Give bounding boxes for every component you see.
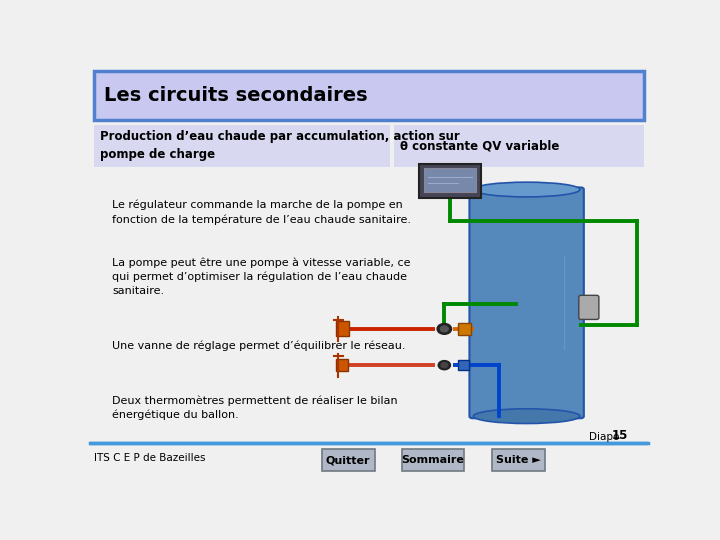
- Text: Quitter: Quitter: [326, 455, 370, 465]
- Text: Le régulateur commande la marche de la pompe en
fonction de la température de l’: Le régulateur commande la marche de la p…: [112, 200, 411, 225]
- FancyBboxPatch shape: [492, 449, 545, 471]
- Text: Suite ►: Suite ►: [496, 455, 541, 465]
- FancyBboxPatch shape: [336, 359, 348, 372]
- FancyBboxPatch shape: [322, 449, 374, 471]
- FancyBboxPatch shape: [402, 449, 464, 471]
- Text: Les circuits secondaires: Les circuits secondaires: [104, 86, 368, 105]
- Text: 15: 15: [612, 429, 628, 442]
- FancyBboxPatch shape: [459, 360, 469, 370]
- Text: La pompe peut être une pompe à vitesse variable, ce
qui permet d’optimiser la ré: La pompe peut être une pompe à vitesse v…: [112, 257, 411, 296]
- Text: Diapo: Diapo: [590, 432, 623, 442]
- FancyBboxPatch shape: [94, 71, 644, 120]
- FancyBboxPatch shape: [419, 164, 481, 198]
- FancyBboxPatch shape: [394, 125, 644, 167]
- FancyBboxPatch shape: [459, 323, 471, 335]
- Text: Production d’eau chaude par accumulation, action sur
pompe de charge: Production d’eau chaude par accumulation…: [100, 130, 460, 161]
- FancyBboxPatch shape: [423, 168, 476, 192]
- Text: ITS C E P de Bazeilles: ITS C E P de Bazeilles: [94, 453, 206, 463]
- Text: Sommaire: Sommaire: [402, 455, 464, 465]
- Text: θ constante QV variable: θ constante QV variable: [400, 139, 559, 152]
- Ellipse shape: [473, 182, 580, 197]
- FancyBboxPatch shape: [579, 295, 599, 320]
- Text: Deux thermomètres permettent de réaliser le bilan
énergétique du ballon.: Deux thermomètres permettent de réaliser…: [112, 395, 398, 421]
- Circle shape: [437, 323, 451, 334]
- FancyBboxPatch shape: [469, 187, 584, 418]
- FancyBboxPatch shape: [336, 321, 349, 336]
- Ellipse shape: [473, 409, 580, 423]
- Circle shape: [438, 361, 451, 370]
- Text: Une vanne de réglage permet d’équilibrer le réseau.: Une vanne de réglage permet d’équilibrer…: [112, 340, 406, 350]
- Circle shape: [441, 326, 449, 332]
- Circle shape: [441, 363, 448, 368]
- FancyBboxPatch shape: [94, 125, 390, 167]
